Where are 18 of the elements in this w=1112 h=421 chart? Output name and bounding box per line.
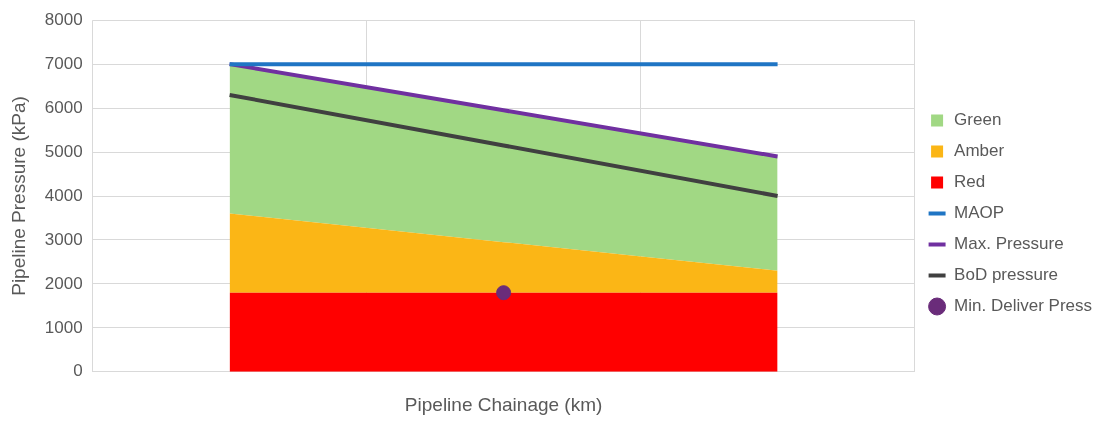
- y-tick-label: 2000: [44, 273, 83, 293]
- legend-label: Max. Pressure: [954, 234, 1064, 254]
- legend-label: BoD pressure: [954, 265, 1059, 285]
- legend-label: Red: [954, 172, 986, 192]
- y-axis-title: Pipeline Pressure (kPa): [7, 96, 29, 296]
- legend-label: Green: [954, 110, 1002, 130]
- legend-label: MAOP: [954, 203, 1005, 223]
- y-tick-label: 4000: [44, 185, 83, 205]
- y-tick-label: 8000: [44, 9, 83, 29]
- y-tick-label: 5000: [44, 141, 83, 161]
- y-tick-label: 0: [73, 361, 83, 381]
- y-tick-label: 3000: [44, 229, 83, 249]
- y-tick-label: 7000: [44, 53, 83, 73]
- x-axis-title: Pipeline Chainage (km): [404, 393, 603, 415]
- legend-label: Min. Deliver Press: [954, 296, 1092, 316]
- y-tick-label: 6000: [44, 97, 83, 117]
- y-tick-label: 1000: [44, 317, 83, 337]
- legend-label: Amber: [954, 141, 1005, 161]
